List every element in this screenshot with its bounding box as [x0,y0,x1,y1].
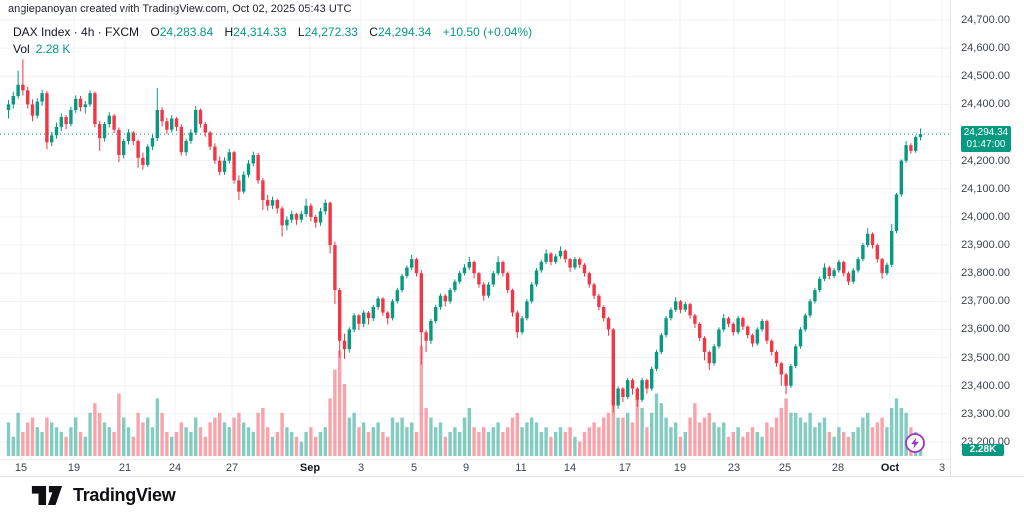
time-tick-label: Oct [880,462,900,474]
footer-separator [0,476,1024,477]
change-value: +10.50 (+0.04%) [442,25,533,39]
close-value: 24,294.34 [377,25,432,39]
time-tick-label: 28 [831,462,845,474]
price-tick-label: 23,500.00 [961,351,1010,364]
grid-layer [0,0,950,459]
time-tick-label: 19 [67,462,81,474]
price-tick-label: 24,200.00 [961,154,1010,167]
price-tick-label: 24,000.00 [961,210,1010,223]
price-tick-label: 24,500.00 [961,70,1010,83]
time-tick-label: 14 [563,462,577,474]
price-tick-label: 23,800.00 [961,267,1010,280]
open-value: 24,283.84 [159,25,214,39]
volume-badge: 2.28K [962,444,1004,456]
legend-symbol-row: DAX Index · 4h · FXCM O24,283.84 H24,314… [13,25,532,39]
time-tick-label: 3 [938,462,946,474]
time-tick-label: 23 [727,462,741,474]
time-tick-label: 17 [618,462,632,474]
time-tick-label: 9 [462,462,470,474]
footer: TradingView [30,484,176,507]
time-tick-label: 24 [168,462,182,474]
attribution-text: angiepanoyan created with TradingView.co… [8,3,352,15]
last-price-value: 24,294.34 [963,127,1009,139]
close-label: C [369,25,378,39]
time-tick-label: Sep [299,462,321,474]
last-price-badge: 24,294.34 01:47:00 [961,126,1011,153]
open-label: O [150,25,160,39]
high-value: 24,314.33 [233,25,287,39]
price-tick-label: 24,700.00 [961,14,1010,26]
price-axis-separator [950,0,951,476]
price-tick-label: 24,100.00 [961,182,1010,195]
time-tick-label: 21 [118,462,132,474]
price-tick-label: 24,400.00 [961,98,1010,111]
time-tick-label: 19 [673,462,687,474]
time-tick-label: 15 [14,462,28,474]
price-tick-label: 24,600.00 [961,42,1010,55]
legend: DAX Index · 4h · FXCM O24,283.84 H24,314… [13,25,532,56]
volume-layer [6,345,923,456]
time-tick-label: 5 [410,462,418,474]
time-axis-separator [0,459,950,460]
boost-lightning-icon[interactable] [904,432,926,454]
time-tick-label: 3 [357,462,365,474]
bar-countdown: 01:47:00 [966,139,1006,151]
legend-volume-row: Vol 2.28 K [13,42,532,56]
tradingview-logo-text[interactable]: TradingView [73,485,176,505]
time-tick-label: 11 [515,462,527,474]
high-label: H [224,25,234,39]
price-tick-label: 23,600.00 [961,323,1010,336]
price-tick-label: 23,400.00 [961,379,1010,392]
symbol-title: DAX Index · 4h · FXCM [13,25,140,39]
tradingview-logo-icon[interactable] [30,484,64,507]
low-value: 24,272.33 [304,25,358,39]
price-tick-label: 23,700.00 [961,295,1010,308]
time-tick-label: 27 [225,462,239,474]
candles-layer [6,59,923,413]
volume-value: 2.28 K [35,42,71,56]
price-tick-label: 23,900.00 [961,239,1010,252]
price-tick-label: 23,300.00 [961,407,1010,420]
price-chart-pane[interactable] [0,0,950,459]
time-tick-label: 25 [778,462,792,474]
volume-label: Vol [13,42,30,56]
low-label: L [297,25,305,39]
